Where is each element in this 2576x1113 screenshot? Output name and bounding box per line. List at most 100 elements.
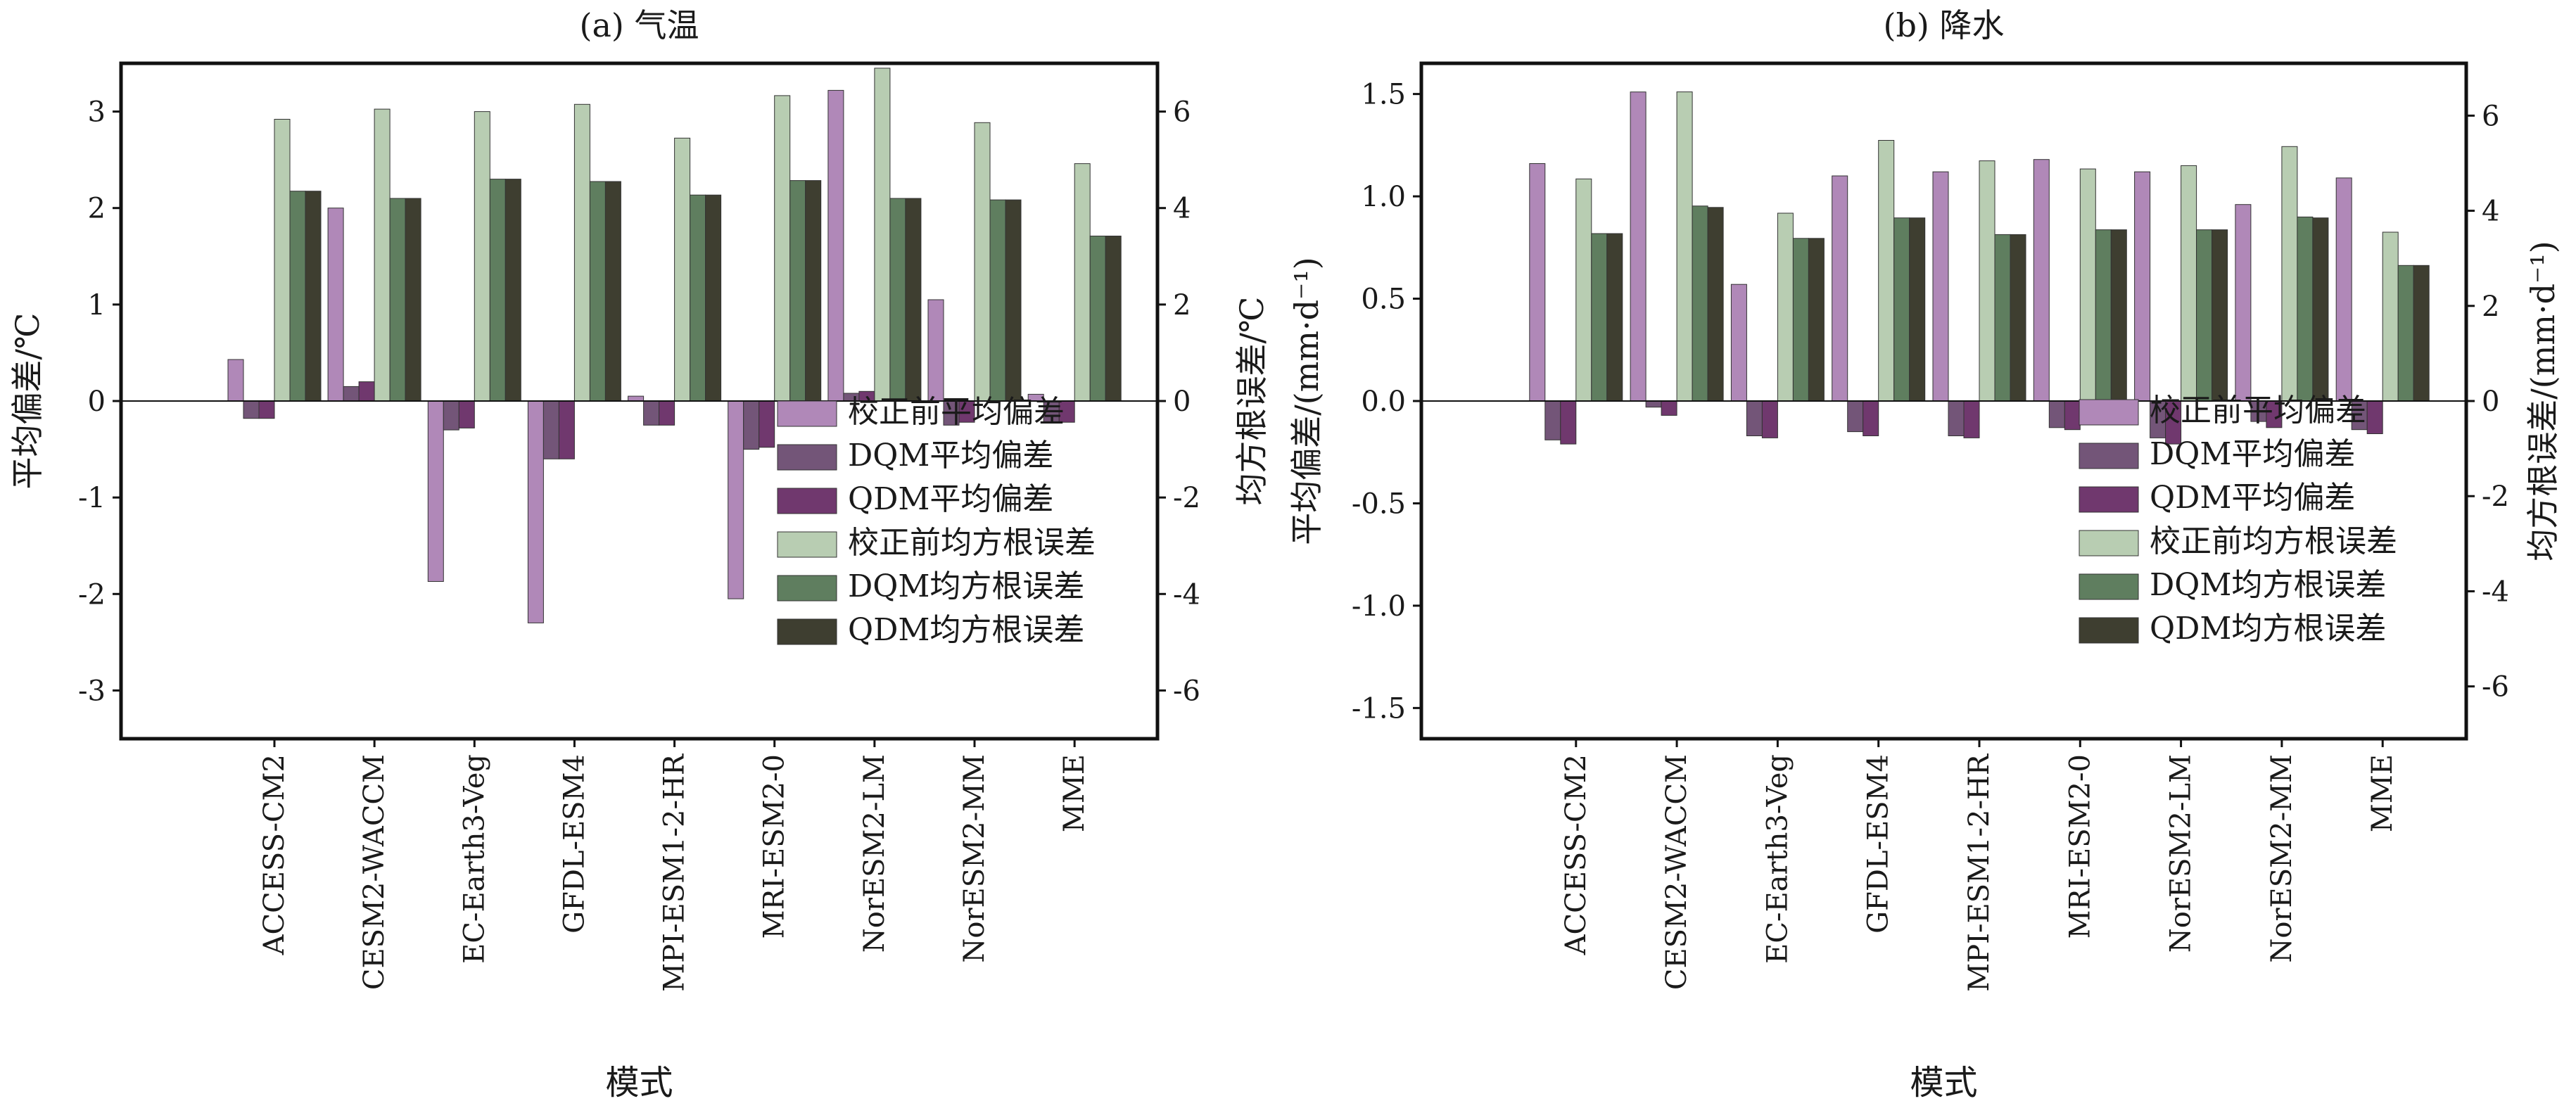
bar <box>1847 400 1864 433</box>
chart-title: (b) 降水 <box>1884 6 2005 44</box>
legend-swatch <box>777 488 837 514</box>
bar <box>289 191 306 402</box>
y-right-axis-label: 均方根误差/(mm·d⁻¹) <box>2524 241 2562 561</box>
bar <box>589 181 606 402</box>
y-left-axis-label: 平均偏差/℃ <box>8 313 46 490</box>
x-tick-label: NorESM2-MM <box>2266 754 2298 963</box>
y-right-tick-label: 0 <box>2482 386 2499 418</box>
y-right-tick-label: 4 <box>2482 196 2499 228</box>
x-tick-label: NorESM2-LM <box>858 754 891 953</box>
bar <box>1963 400 1980 438</box>
bar <box>604 181 621 402</box>
legend-swatch <box>2079 443 2139 469</box>
chart-title: (a) 气温 <box>580 6 699 44</box>
x-tick-label: MME <box>1058 754 1091 832</box>
x-tick-label: NorESM2-MM <box>958 754 991 963</box>
bar <box>1909 217 1926 402</box>
bar <box>1761 400 1778 438</box>
bar <box>2297 216 2314 402</box>
bar <box>2312 217 2329 402</box>
y-right-tick-label: 0 <box>1173 386 1191 418</box>
y-left-tick-label: -1.5 <box>1352 692 1406 725</box>
y-left-tick-label: 1.5 <box>1361 79 1406 111</box>
y-left-tick-label: -0.5 <box>1352 488 1406 520</box>
bar <box>1630 91 1647 402</box>
legend-label: DQM均方根误差 <box>2150 567 2386 603</box>
x-tick-label: ACCESS-CM2 <box>258 754 291 955</box>
y-left-tick-label: 1.0 <box>1361 181 1406 213</box>
bar <box>1948 400 1965 436</box>
bar <box>1707 207 1724 402</box>
bar <box>2134 171 2151 402</box>
x-tick-label: GFDL-ESM4 <box>1863 754 1895 934</box>
bar <box>1089 236 1106 402</box>
x-tick-label: EC-Earth3-Veg <box>1761 754 1794 964</box>
y-left-tick-label: 0.0 <box>1361 386 1406 418</box>
bar <box>1863 400 1879 436</box>
bar <box>427 400 444 582</box>
y-right-tick-label: 4 <box>1173 193 1191 225</box>
x-axis-label: 模式 <box>1910 1063 1977 1102</box>
bar <box>327 208 344 402</box>
bar <box>1676 91 1693 402</box>
bar <box>2010 234 2026 402</box>
legend-swatch <box>2079 399 2139 426</box>
bar <box>2212 229 2228 402</box>
bar <box>705 194 722 402</box>
bar <box>505 179 521 402</box>
legend-label: 校正前平均偏差 <box>2150 393 2366 428</box>
bar <box>573 103 590 402</box>
bar <box>1645 400 1662 408</box>
x-tick-label: ACCESS-CM2 <box>1560 754 1592 955</box>
bar <box>1529 163 1546 402</box>
bar <box>443 400 459 431</box>
bar <box>258 400 275 419</box>
bar <box>1575 178 1592 402</box>
legend-label: DQM平均偏差 <box>2150 436 2355 472</box>
y-left-tick-label: 3 <box>88 96 106 129</box>
bar <box>2110 229 2127 402</box>
bar <box>389 198 406 402</box>
legend-label: QDM平均偏差 <box>848 481 1053 517</box>
x-tick-label: GFDL-ESM4 <box>558 754 590 934</box>
y-right-tick-label: 2 <box>2482 291 2499 323</box>
bar <box>1730 284 1747 402</box>
legend-label: 校正前均方根误差 <box>848 525 1096 561</box>
bar <box>1994 234 2011 402</box>
bar <box>974 122 991 402</box>
y-right-axis-label: 均方根误差/℃ <box>1233 297 1271 506</box>
bar <box>805 180 822 402</box>
bar <box>2079 168 2096 402</box>
x-tick-label: MRI-ESM2-0 <box>759 754 791 939</box>
legend-label: DQM平均偏差 <box>848 438 1053 473</box>
bar <box>543 400 559 459</box>
bar <box>458 400 475 428</box>
bar <box>827 89 844 402</box>
bar <box>728 400 744 599</box>
bar <box>405 198 421 402</box>
y-left-tick-label: 2 <box>88 193 106 225</box>
x-tick-label: MME <box>2366 754 2399 832</box>
bar <box>474 111 490 402</box>
bar <box>2048 400 2065 428</box>
x-axis-label: 模式 <box>605 1063 673 1102</box>
bar <box>558 400 575 459</box>
bar <box>1105 236 1122 402</box>
bar <box>1692 205 1708 402</box>
bar <box>2196 229 2213 402</box>
legend-label: QDM均方根误差 <box>848 612 1084 648</box>
bar <box>1932 171 1949 402</box>
bar <box>659 400 675 426</box>
bar <box>927 299 944 402</box>
y-right-tick-label: 6 <box>2482 100 2499 132</box>
bar <box>2397 265 2414 402</box>
legend-label: QDM平均偏差 <box>2150 480 2355 516</box>
bars <box>227 68 1122 623</box>
bar <box>628 395 645 402</box>
bar <box>1746 400 1763 436</box>
y-right-tick-label: 2 <box>1173 289 1191 322</box>
bar <box>874 68 891 402</box>
x-tick-label: MPI-ESM1-2-HR <box>1963 753 1996 992</box>
bar <box>1544 400 1561 440</box>
